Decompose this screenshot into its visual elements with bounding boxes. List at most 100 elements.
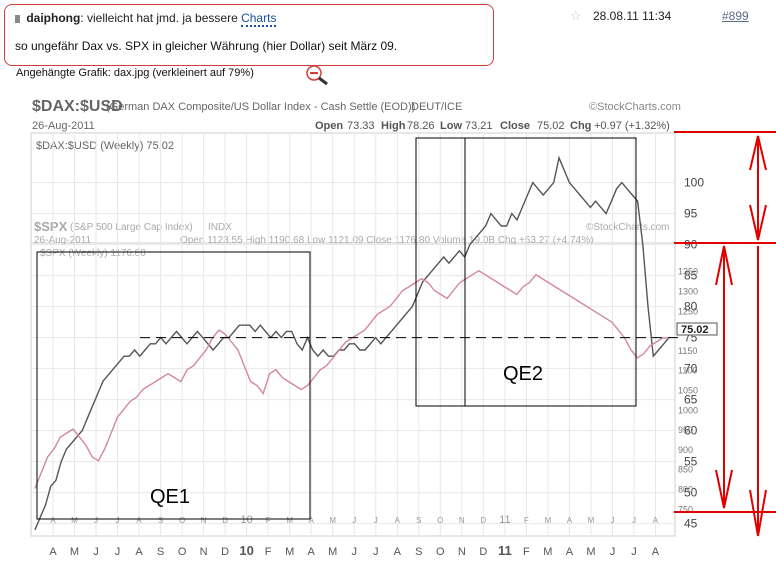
post-username[interactable]: daiphong <box>26 11 81 25</box>
x-tick-label: O <box>178 546 187 558</box>
x-tick-label: A <box>308 546 316 558</box>
x-tick-label: M <box>586 546 595 558</box>
x-tick-label-inner: S <box>158 516 163 525</box>
y-tick-label-spx: 850 <box>678 465 693 475</box>
x-tick-label: N <box>200 546 208 558</box>
x-tick-label-inner: A <box>653 516 659 525</box>
red-annotations <box>674 131 776 537</box>
x-tick-label-inner: M <box>71 516 78 525</box>
y-tick-label-spx: 900 <box>678 445 693 455</box>
y-tick-label-spx: 1150 <box>678 346 697 356</box>
star-icon[interactable]: ☆ <box>570 8 582 23</box>
x-tick-label: J <box>610 546 616 558</box>
y-tick-label-spx: 800 <box>678 484 693 494</box>
close-label: Close <box>500 120 530 132</box>
x-tick-label-inner: F <box>524 516 529 525</box>
lock-icon <box>15 14 20 23</box>
x-tick-label-inner: A <box>567 516 573 525</box>
y-tick-label-dax: 45 <box>684 517 698 531</box>
y-tick-label-dax: 65 <box>684 393 698 407</box>
chg-value: +0.97 (+1.32%) <box>594 120 670 132</box>
red-arrowhead-right-bottom <box>749 489 767 537</box>
y-tick-label-spx: 1050 <box>678 386 698 396</box>
x-tick-label-inner: M <box>286 516 293 525</box>
red-arrowhead-upper-top <box>749 135 767 171</box>
x-tick-label: F <box>523 546 530 558</box>
x-tick-label: 10 <box>239 543 253 558</box>
x-tick-label: N <box>458 546 466 558</box>
post-timestamp: 28.08.11 11:34 <box>593 9 672 23</box>
x-tick-label-inner: D <box>480 516 486 525</box>
high-label: High <box>381 120 406 132</box>
x-tick-label-inner: M <box>588 516 595 525</box>
y-tick-label-dax: 80 <box>684 300 698 314</box>
y-tick-label-dax: 85 <box>684 269 698 283</box>
spx-legend: $SPX (Weekly) 1176.80 <box>40 248 146 259</box>
x-tick-label: J <box>93 546 99 558</box>
qe1-box <box>36 251 311 520</box>
y-tick-label-spx: 1300 <box>678 287 698 297</box>
x-tick-label: F <box>265 546 272 558</box>
y-tick-label-spx: 1100 <box>678 366 697 376</box>
x-tick-label-inner: O <box>179 516 185 525</box>
chg-label: Chg <box>570 120 591 132</box>
post-box: daiphong: vielleicht hat jmd. ja bessere… <box>4 4 494 66</box>
x-tick-label: D <box>221 546 229 558</box>
x-tick-label: 11 <box>498 543 512 558</box>
x-tick-label-inner: D <box>222 516 228 525</box>
x-tick-label-inner: N <box>459 516 465 525</box>
x-tick-label: M <box>70 546 79 558</box>
zoom-out-icon[interactable] <box>305 64 331 86</box>
x-tick-label-inner: S <box>416 516 421 525</box>
spx-stats: Open 1123.55 High 1190.68 Low 1121.09 Cl… <box>180 235 593 246</box>
x-tick-label: A <box>135 546 143 558</box>
x-tick-label-inner: M <box>329 516 336 525</box>
y-tick-label-dax: 50 <box>684 486 698 500</box>
low-value: 73.21 <box>465 120 493 132</box>
x-tick-label: S <box>157 546 164 558</box>
open-value: 73.33 <box>347 120 375 132</box>
red-arrowhead-left-top <box>715 245 733 286</box>
qe1-label: QE1 <box>150 486 190 508</box>
x-tick-label-inner: A <box>136 516 142 525</box>
chart-date: 26-Aug-2011 <box>32 120 95 132</box>
spx-name: (S&P 500 Large Cap Index) <box>70 222 193 233</box>
x-tick-label-inner: F <box>266 516 271 525</box>
message-number-link[interactable]: #899 <box>722 9 749 23</box>
qe2-label: QE2 <box>503 363 543 385</box>
chart-watermark: ©StockCharts.com <box>589 101 681 113</box>
open-label: Open <box>315 120 343 132</box>
spx-exchange: INDX <box>208 222 232 233</box>
x-tick-label-inner: A <box>395 516 401 525</box>
price-box <box>676 322 718 336</box>
x-tick-label-inner: J <box>352 516 356 525</box>
low-label: Low <box>440 120 462 132</box>
x-tick-label: O <box>436 546 445 558</box>
x-tick-label-inner: J <box>94 516 98 525</box>
x-tick-label: D <box>479 546 487 558</box>
charts-link[interactable]: Charts <box>241 11 277 27</box>
x-tick-label: A <box>566 546 574 558</box>
spx-date: 26-Aug-2011 <box>34 235 92 246</box>
x-tick-label-inner: J <box>116 516 120 525</box>
y-tick-label-dax: 60 <box>684 424 698 438</box>
x-tick-label: J <box>351 546 357 558</box>
y-tick-label-dax: 70 <box>684 362 698 376</box>
x-tick-label-inner: A <box>309 516 315 525</box>
x-tick-label-inner: J <box>632 516 636 525</box>
y-tick-label-dax: 55 <box>684 455 698 469</box>
x-tick-label-inner: J <box>610 516 614 525</box>
chart-exchange: DEUT/ICE <box>411 101 462 113</box>
spx-symbol: $SPX <box>34 219 68 234</box>
y-tick-label-spx: 1000 <box>678 405 698 415</box>
x-tick-label: J <box>115 546 121 558</box>
x-tick-label-inner: O <box>437 516 443 525</box>
x-tick-label: S <box>415 546 422 558</box>
x-tick-label: M <box>328 546 337 558</box>
x-tick-label: A <box>652 546 660 558</box>
x-tick-label-inner: N <box>201 516 207 525</box>
x-tick-label: M <box>285 546 294 558</box>
post-body: so ungefähr Dax vs. SPX in gleicher Währ… <box>15 39 398 53</box>
y-tick-label-spx: 950 <box>678 425 693 435</box>
